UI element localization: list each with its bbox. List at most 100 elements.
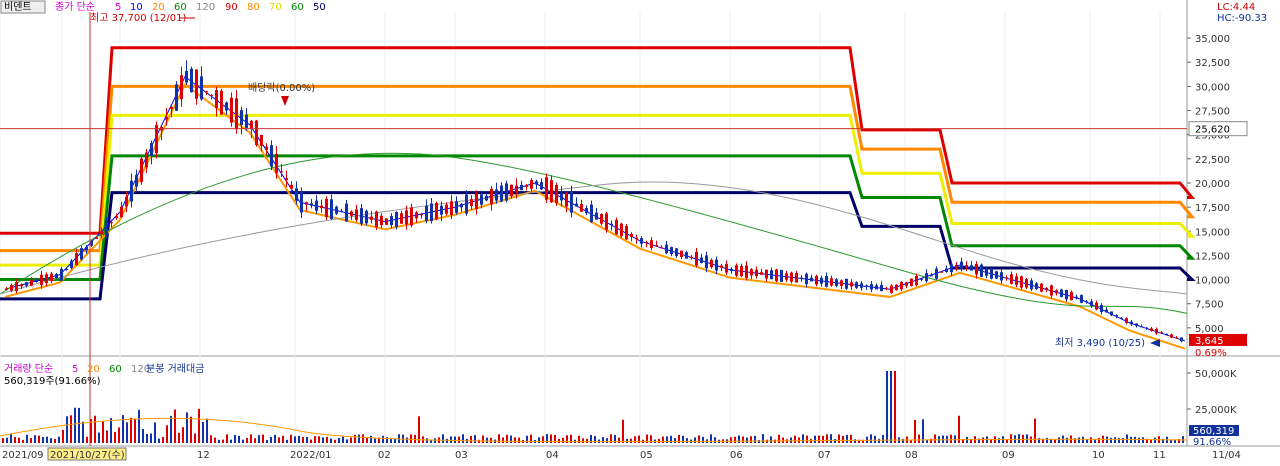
volume-bar [742, 436, 744, 443]
candle [375, 211, 378, 228]
volume-bar [934, 434, 936, 443]
candle [465, 194, 468, 214]
current-volume-box [1189, 425, 1239, 436]
candle [895, 284, 898, 291]
candle [560, 193, 563, 201]
candle [380, 215, 383, 226]
time-label: 07 [818, 450, 831, 461]
candle [290, 184, 293, 189]
candle [695, 251, 698, 266]
candle [1075, 296, 1078, 299]
volume-bar [346, 439, 348, 443]
volume-bar [194, 433, 196, 443]
candle [775, 269, 778, 282]
candle [455, 201, 458, 213]
volume-bar [990, 438, 992, 443]
candle [815, 275, 818, 285]
volume-bar [674, 438, 676, 443]
volume-bar [818, 435, 820, 443]
candle [915, 275, 918, 286]
volume-bar [590, 434, 592, 443]
volume-bar [998, 438, 1000, 443]
volume-bar [454, 436, 456, 443]
time-label: 06 [730, 450, 743, 461]
volume-bar [686, 438, 688, 443]
candle [315, 200, 318, 211]
volume-bar [518, 437, 520, 443]
candle [385, 218, 388, 225]
candle [5, 289, 8, 291]
candle [310, 203, 313, 206]
candle [1155, 329, 1158, 334]
candle [25, 282, 28, 286]
candle [770, 270, 773, 280]
volume-bar [82, 421, 84, 443]
candle [240, 110, 243, 125]
volume-bar [486, 437, 488, 443]
candle [200, 76, 203, 100]
candle [130, 180, 133, 202]
candle [60, 268, 63, 281]
candle [475, 193, 478, 209]
candle [1175, 337, 1178, 339]
volume-bar [602, 437, 604, 443]
volume-bar [18, 437, 20, 443]
volume-bar [394, 438, 396, 443]
candle [930, 275, 933, 277]
envelope-line-90 [0, 46, 1196, 235]
candle [925, 273, 928, 282]
volume-bar [498, 434, 500, 443]
price-tick-label: 32,500 [1195, 58, 1230, 69]
volume-bar [406, 437, 408, 443]
candle [765, 269, 768, 279]
high-annotation: 최고 37,700 (12/01) [90, 12, 186, 24]
volume-bar [30, 438, 32, 443]
candle [570, 191, 573, 213]
volume-bar [330, 438, 332, 443]
volume-bar [698, 435, 700, 443]
candle [170, 106, 173, 109]
volume-bar [50, 438, 52, 443]
volume-bar [682, 435, 684, 443]
tab-box[interactable] [0, 0, 46, 14]
candle [285, 178, 288, 181]
volume-bar [746, 437, 748, 443]
price-tick-label: 30,000 [1195, 82, 1230, 93]
candle [830, 278, 833, 286]
candle [490, 188, 493, 205]
candle [420, 214, 423, 216]
volume-period-5: 5 [72, 364, 78, 375]
candle [875, 285, 878, 290]
candle [645, 241, 648, 244]
volume-bar [734, 436, 736, 443]
volume-bar [666, 436, 668, 443]
candle [185, 70, 188, 83]
volume-bar [206, 418, 208, 443]
volume-bar [510, 435, 512, 443]
candle [75, 253, 78, 265]
candle [550, 180, 553, 203]
volume-bar [378, 437, 380, 443]
volume-bar [1034, 418, 1036, 443]
volume-bar [662, 436, 664, 443]
candle [255, 120, 258, 145]
volume-bar [86, 436, 88, 443]
volume-bar [782, 437, 784, 443]
crosshair-price-box [1188, 121, 1248, 137]
envelope-line-80 [0, 84, 1196, 253]
volume-bar [1138, 437, 1140, 443]
candle [590, 204, 593, 223]
volume-bar [526, 435, 528, 443]
current-change-label: 0.69% [1195, 348, 1227, 359]
volume-bar [414, 434, 416, 443]
volume-bar [274, 434, 276, 443]
candle [480, 194, 483, 205]
price-tick-label: 22,500 [1195, 155, 1230, 166]
candle [1125, 318, 1128, 324]
volume-bar [738, 435, 740, 443]
price-tick-label: 10,000 [1195, 276, 1230, 287]
lc-label: LC:4.44 [1217, 2, 1255, 13]
candle [1165, 333, 1168, 336]
candle [955, 264, 958, 269]
